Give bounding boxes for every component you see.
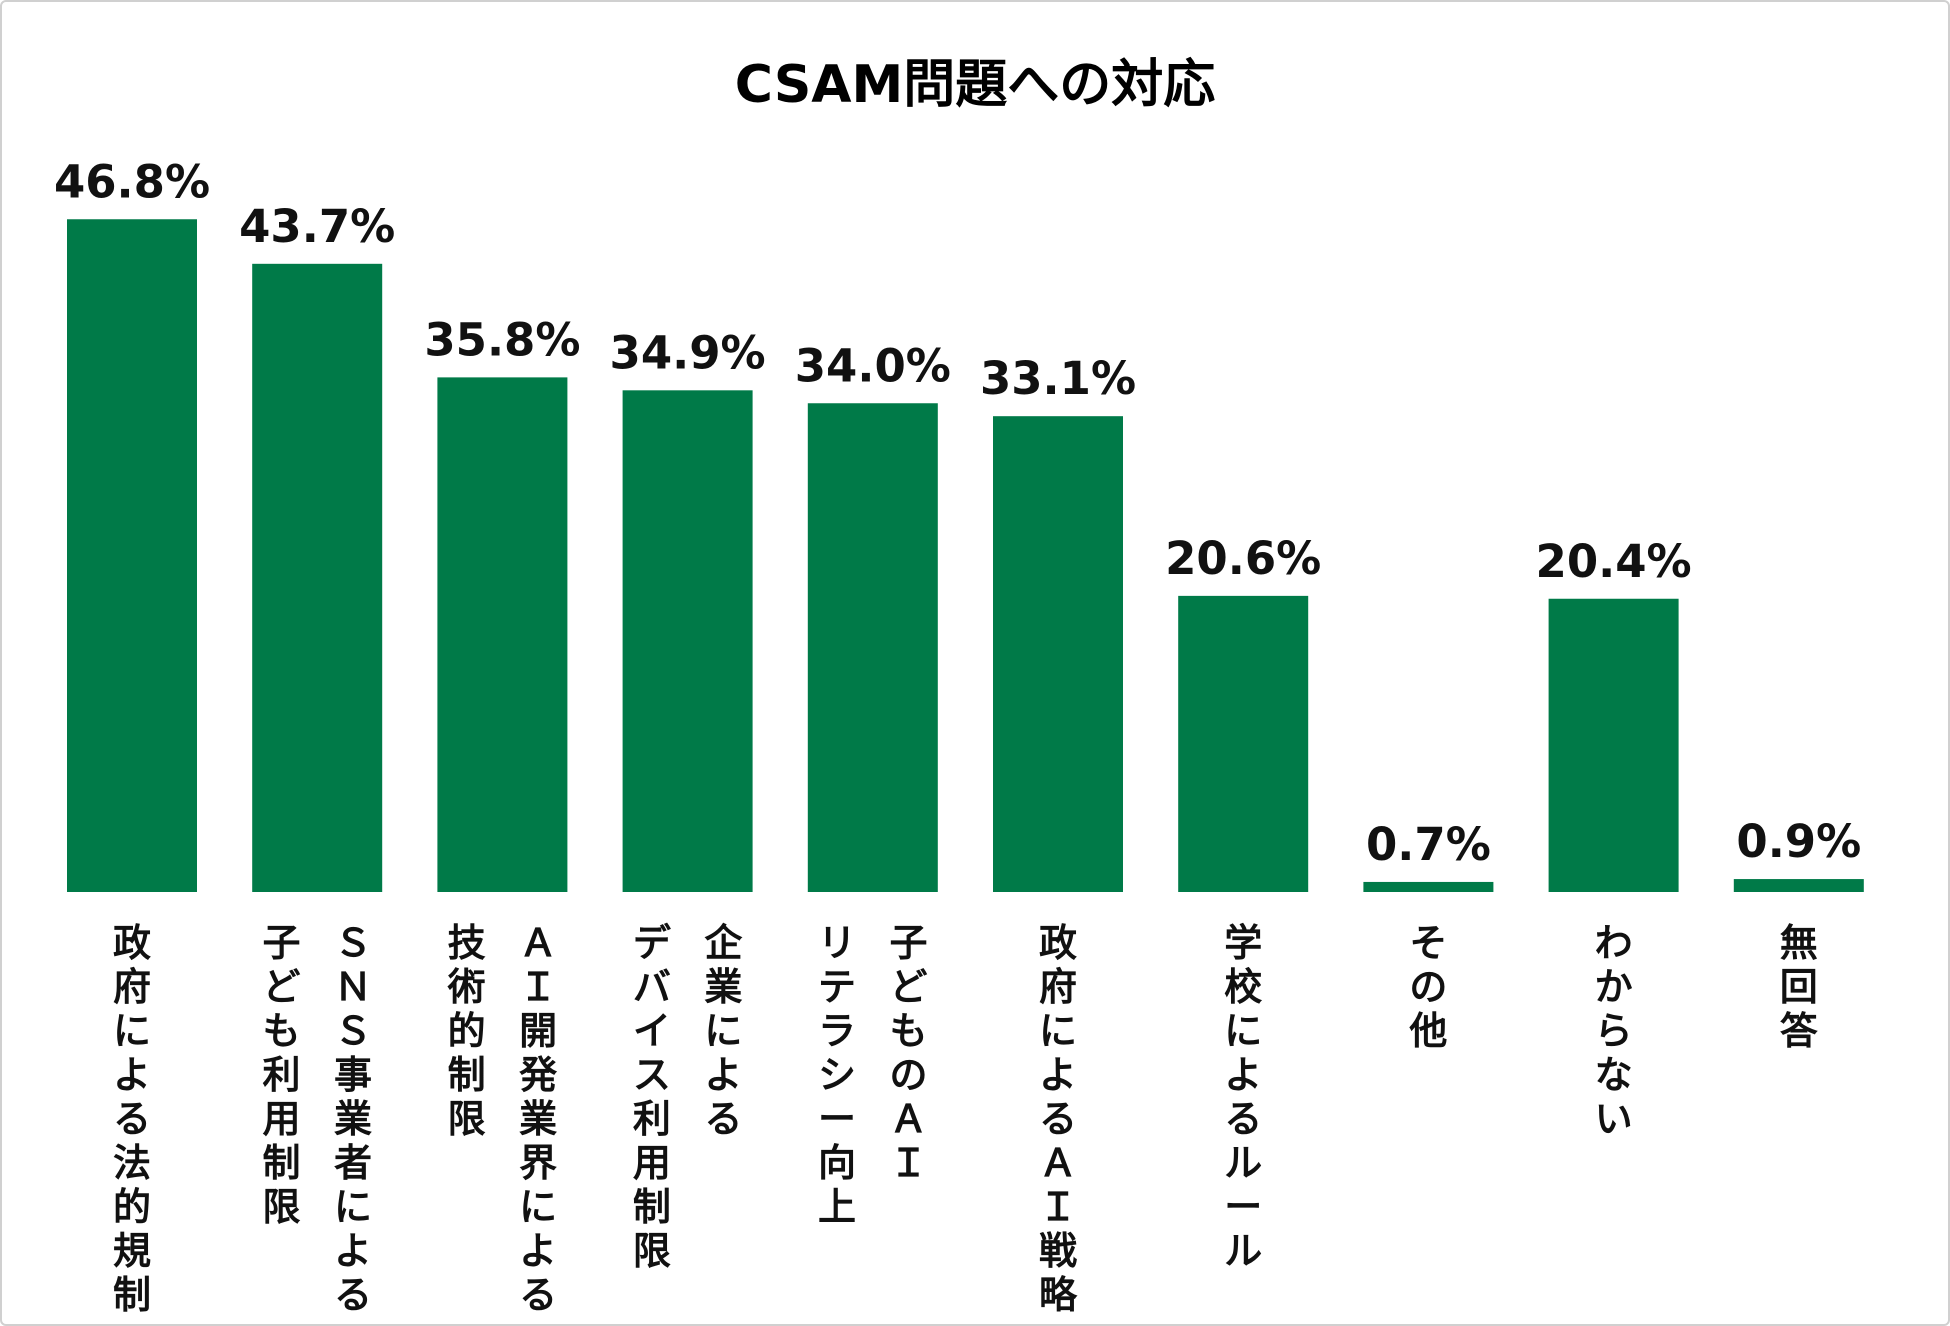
chart-title: CSAM問題への対応 [735,55,1216,115]
data-label-2: 43.7% [239,200,395,253]
data-label-5: 34.0% [795,339,951,392]
bar-3 [437,377,568,892]
bar-10 [1733,879,1864,892]
category-label-4-line-1: 企業による [704,921,743,1141]
bar-4 [622,390,753,892]
category-label-2-line-1: ＳＮＳ事業者による [334,921,372,1317]
category-label-2-line-2: 子ども利用制限 [262,921,300,1229]
data-label-6: 33.1% [980,352,1136,405]
bar-6 [993,416,1123,892]
category-label-9-line-1: わからない [1595,921,1633,1141]
category-label-3-line-2: 技術的制限 [447,921,486,1141]
bar-2 [252,263,383,892]
bar-8 [1363,881,1494,892]
data-label-4: 34.9% [610,326,766,379]
data-label-7: 20.6% [1165,532,1321,585]
data-label-9: 20.4% [1536,535,1692,588]
data-label-1: 46.8% [54,155,210,208]
category-label-4-line-2: デバイス利用制限 [633,921,672,1273]
bars-group [67,219,1864,892]
category-label-10-line-1: 無回答 [1780,921,1819,1053]
data-labels-group: 46.8% 43.7% 35.8% 34.9% 34.0% 33.1% 20.6% 0.7% 2… [54,155,1861,871]
category-label-5-line-1: 子どものＡＩ [890,921,928,1185]
bar-1 [67,219,197,892]
data-label-8: 0.7% [1366,818,1491,871]
category-label-3-line-1: ＡＩ開発業界による [519,921,558,1317]
category-label-8-line-1: その他 [1408,921,1447,1053]
category-label-5-line-2: リテラシー向上 [818,921,856,1229]
data-label-10: 0.9% [1736,815,1861,868]
category-label-6-line-1: 政府によるＡＩ戦略 [1039,921,1078,1317]
bar-5 [807,403,938,892]
data-label-3: 35.8% [424,313,580,366]
category-label-1-line-1: 政府による法的規制 [113,921,151,1317]
category-label-7-line-1: 学校によるルール [1224,921,1262,1273]
bar-7 [1178,595,1309,892]
bar-9 [1548,598,1679,892]
